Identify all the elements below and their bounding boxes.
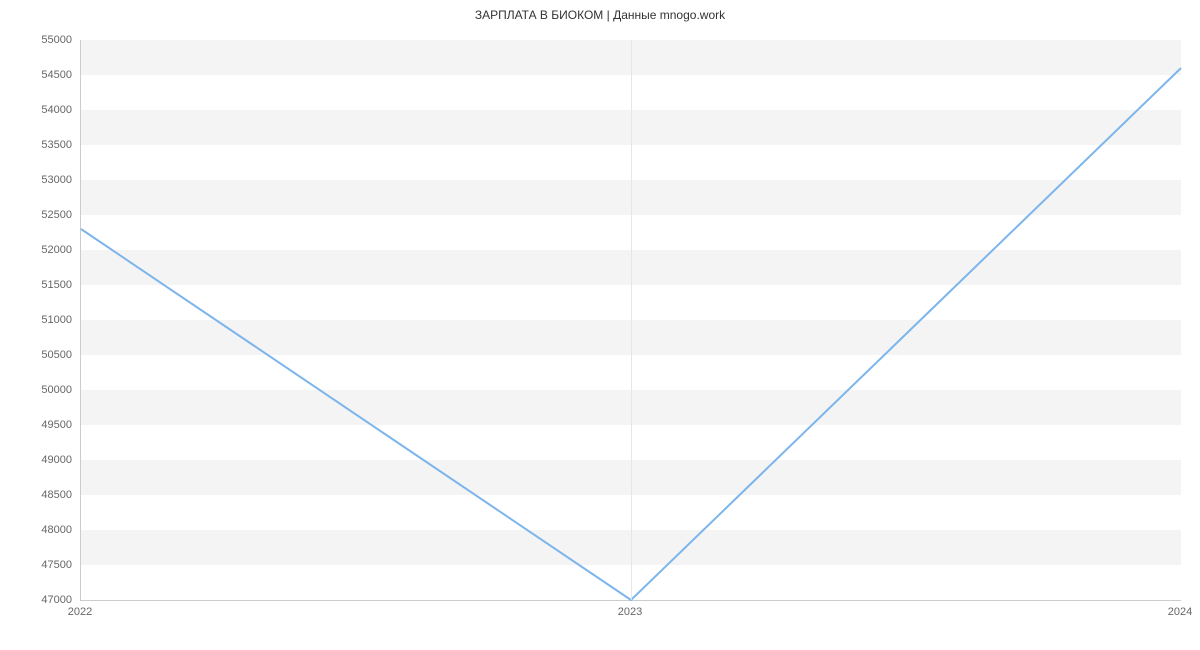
y-tick-label: 52000 xyxy=(12,244,72,256)
y-tick-label: 54000 xyxy=(12,104,72,116)
x-tick-label: 2023 xyxy=(618,606,642,618)
y-tick-label: 53500 xyxy=(12,139,72,151)
y-tick-label: 50500 xyxy=(12,349,72,361)
x-tick-label: 2024 xyxy=(1168,606,1192,618)
y-tick-label: 47500 xyxy=(12,559,72,571)
y-tick-label: 47000 xyxy=(12,594,72,606)
y-tick-label: 50000 xyxy=(12,384,72,396)
y-tick-label: 48500 xyxy=(12,489,72,501)
y-tick-label: 48000 xyxy=(12,524,72,536)
x-gridline xyxy=(631,40,632,600)
salary-chart: ЗАРПЛАТА В БИОКОМ | Данные mnogo.work 47… xyxy=(0,0,1200,650)
plot-area xyxy=(80,40,1181,601)
y-tick-label: 54500 xyxy=(12,69,72,81)
y-tick-label: 55000 xyxy=(12,34,72,46)
y-tick-label: 53000 xyxy=(12,174,72,186)
y-tick-label: 51500 xyxy=(12,279,72,291)
chart-title: ЗАРПЛАТА В БИОКОМ | Данные mnogo.work xyxy=(0,8,1200,22)
y-tick-label: 49500 xyxy=(12,419,72,431)
y-tick-label: 52500 xyxy=(12,209,72,221)
y-tick-label: 51000 xyxy=(12,314,72,326)
y-tick-label: 49000 xyxy=(12,454,72,466)
x-tick-label: 2022 xyxy=(68,606,92,618)
